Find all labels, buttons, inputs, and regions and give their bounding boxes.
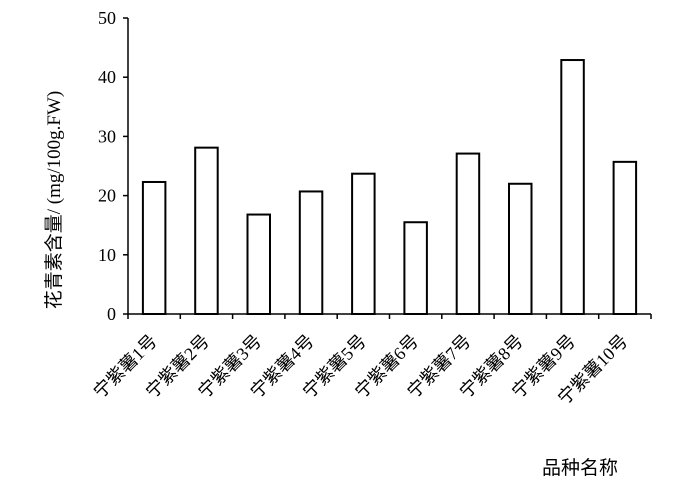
bar bbox=[455, 152, 481, 315]
y-tick-label: 20 bbox=[98, 186, 116, 206]
bars bbox=[141, 59, 638, 316]
bar bbox=[298, 190, 324, 315]
y-tick-label: 0 bbox=[107, 304, 116, 324]
bar bbox=[403, 221, 428, 316]
bar bbox=[194, 146, 219, 315]
bar bbox=[246, 213, 271, 316]
y-tick-label: 50 bbox=[98, 8, 116, 28]
x-axis-title: 品种名称 bbox=[542, 457, 618, 479]
bar bbox=[612, 160, 638, 315]
y-axis-title: 花青素含量/ (mg/100g.FW) bbox=[43, 91, 65, 310]
bar bbox=[560, 59, 585, 316]
bar bbox=[508, 182, 533, 315]
y-tick-label: 10 bbox=[98, 245, 116, 265]
y-tick-label: 40 bbox=[98, 67, 116, 87]
bar bbox=[141, 180, 167, 315]
y-tick-label: 30 bbox=[98, 126, 116, 146]
bar bbox=[351, 172, 376, 315]
category-labels: 宁紫薯1号宁紫薯2号宁紫薯3号宁紫薯4号宁紫薯5号宁紫薯6号宁紫薯7号宁紫薯8号… bbox=[90, 331, 632, 409]
y-axis: 0 10 20 30 40 50 bbox=[98, 8, 129, 324]
